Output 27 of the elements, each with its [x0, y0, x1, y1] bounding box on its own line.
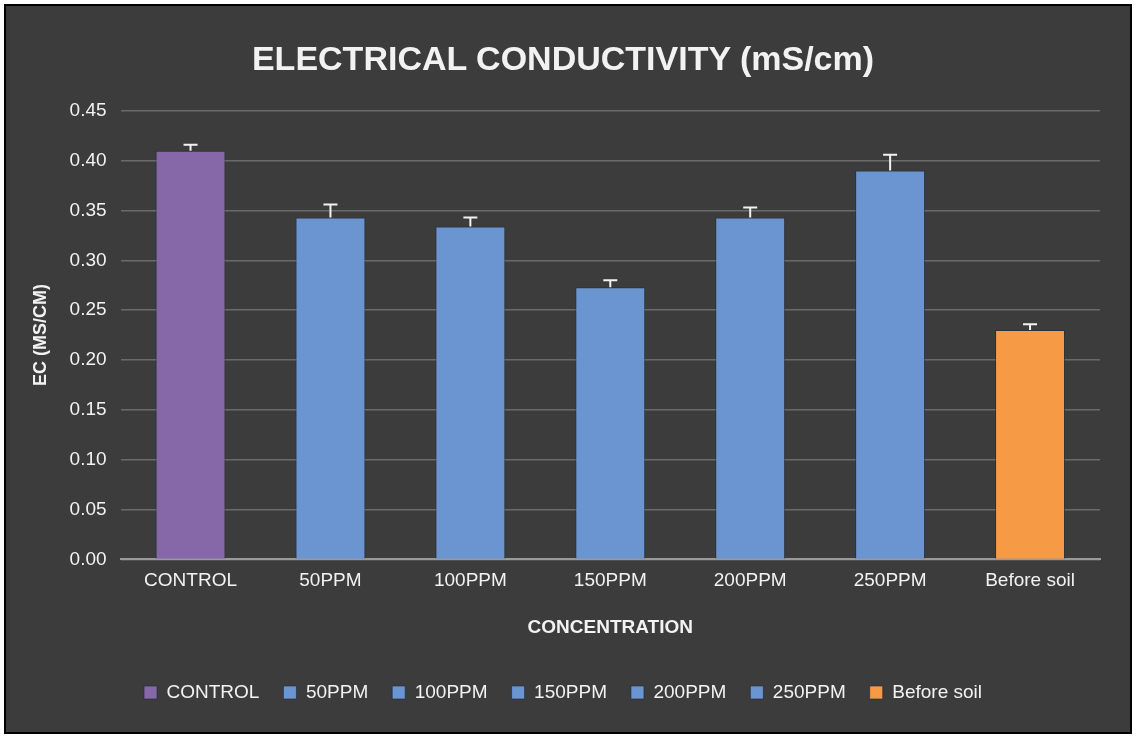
legend-label: 50PPM [305, 680, 369, 702]
y-tick-label: 0.45 [69, 99, 107, 121]
y-tick-label: 0.35 [69, 198, 107, 220]
y-tick-label: 0.00 [69, 547, 107, 569]
legend-label: Before soil [892, 680, 982, 702]
legend-label: CONTROL [166, 680, 260, 702]
y-tick-label: 0.20 [69, 348, 107, 370]
legend-label: 200PPM [653, 680, 727, 702]
y-tick-label: 0.40 [69, 148, 107, 170]
y-tick-label: 0.25 [69, 298, 107, 320]
x-tick-label: 250PPM [853, 569, 927, 591]
legend-label: 250PPM [772, 680, 846, 702]
legend-label: 100PPM [414, 680, 488, 702]
y-tick-label: 0.10 [69, 447, 107, 469]
x-tick-label: Before soil [985, 569, 1075, 591]
x-tick-label: 150PPM [573, 569, 647, 591]
x-tick-label: 100PPM [433, 569, 507, 591]
x-axis-title: CONCENTRATION [527, 615, 693, 637]
chart-title: ELECTRICAL CONDUCTIVITY (mS/cm) [251, 38, 875, 77]
y-tick-label: 0.05 [69, 497, 107, 519]
x-tick-label: 50PPM [299, 569, 362, 591]
y-tick-label: 0.30 [69, 248, 107, 270]
legend-label: 150PPM [534, 680, 607, 702]
x-tick-label: CONTROL [144, 569, 237, 591]
x-tick-label: 200PPM [713, 569, 787, 591]
y-tick-label: 0.15 [69, 398, 107, 420]
y-axis-title: EC (MS/CM) [29, 284, 50, 387]
